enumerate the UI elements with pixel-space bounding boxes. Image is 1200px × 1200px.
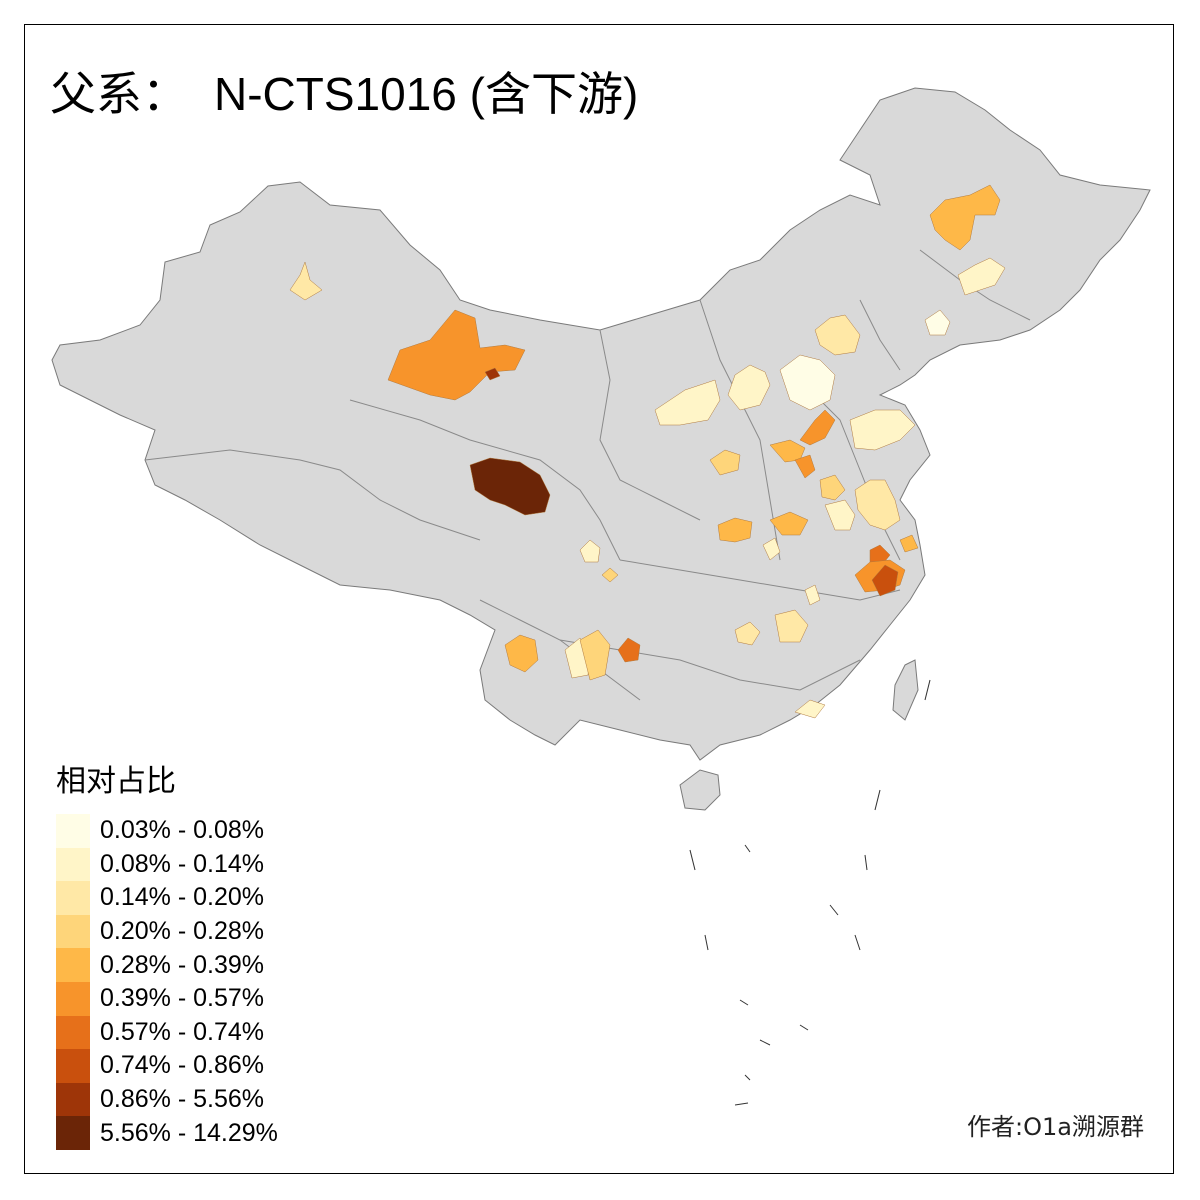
region-gansu-dark	[484, 367, 501, 381]
region-hunan	[734, 621, 761, 646]
region-sichuan-east	[601, 567, 619, 583]
data-regions	[289, 184, 1006, 719]
legend-item: 5.56% - 14.29%	[56, 1116, 278, 1150]
region-qinghai	[469, 457, 551, 516]
region-yunnan-e	[579, 629, 611, 681]
region-jiangxi	[774, 609, 809, 643]
region-liaoning	[924, 309, 951, 336]
south-sea-islands	[689, 679, 931, 1106]
legend-item: 0.39% - 0.57%	[56, 981, 278, 1016]
legend-item: 0.20% - 0.28%	[56, 914, 278, 949]
legend: 相对占比 0.03% - 0.08% 0.08% - 0.14% 0.14% - 0…	[56, 756, 278, 1150]
region-henan-north	[769, 439, 806, 463]
region-jilin	[957, 257, 1006, 296]
region-yunnan-w	[504, 634, 539, 673]
legend-label: 0.14% - 0.20%	[100, 883, 264, 912]
legend-label: 0.57% - 0.74%	[100, 1017, 264, 1046]
legend-label: 0.28% - 0.39%	[100, 950, 264, 979]
legend-label: 0.03% - 0.08%	[100, 816, 264, 845]
province-borders	[144, 249, 1031, 701]
region-hebei	[779, 354, 836, 411]
region-gansu-east	[654, 379, 721, 426]
legend-swatch	[56, 847, 90, 882]
legend-title: 相对占比	[56, 764, 176, 799]
region-beijing-area	[814, 314, 861, 356]
legend-rows: 0.03% - 0.08% 0.08% - 0.14% 0.14% - 0.20% 0…	[56, 814, 278, 1150]
legend-item: 0.57% - 0.74%	[56, 1015, 278, 1050]
region-henan-mid	[794, 454, 816, 479]
region-shaanxi	[709, 449, 741, 476]
title-label: N-CTS1016 (含下游)	[214, 68, 639, 120]
legend-swatch	[56, 1015, 90, 1050]
legend-swatch	[56, 948, 90, 982]
region-zhejiang-n	[869, 544, 891, 566]
region-xinjiang-nw	[289, 261, 323, 301]
region-heilongjiang	[929, 184, 1001, 251]
region-shanghai	[899, 534, 919, 553]
china-landmass	[51, 87, 1151, 761]
legend-swatch	[56, 1116, 90, 1150]
region-hubei-mid	[769, 511, 809, 536]
region-inner-mongolia	[727, 364, 771, 411]
legend-label: 0.08% - 0.14%	[100, 849, 264, 878]
legend-item: 0.03% - 0.08%	[56, 814, 278, 848]
region-zhejiang-c	[871, 564, 899, 597]
legend-item: 0.08% - 0.14%	[56, 847, 278, 882]
legend-swatch	[56, 981, 90, 1016]
region-shandong	[849, 409, 916, 451]
title-prefix: 父系：	[50, 67, 188, 121]
legend-swatch	[56, 814, 90, 848]
region-fujian-s	[794, 699, 826, 719]
region-anhui	[824, 499, 856, 531]
legend-label: 0.74% - 0.86%	[100, 1051, 264, 1080]
region-hubei-small	[762, 537, 781, 561]
legend-swatch	[56, 1082, 90, 1117]
region-hubei-west	[717, 517, 753, 543]
region-xinjiang-east	[387, 309, 526, 401]
legend-label: 0.20% - 0.28%	[100, 917, 264, 946]
hainan-island	[679, 769, 721, 811]
region-jiangxi-n	[804, 584, 821, 606]
legend-swatch	[56, 1049, 90, 1083]
author-credit: 作者:O1a溯源群	[967, 1113, 1144, 1141]
region-guizhou	[617, 637, 641, 663]
region-sichuan-west	[579, 539, 601, 563]
legend-item: 0.86% - 5.56%	[56, 1082, 278, 1117]
legend-swatch	[56, 914, 90, 949]
legend-item: 0.14% - 0.20%	[56, 881, 278, 915]
legend-label: 0.86% - 5.56%	[100, 1085, 264, 1114]
region-shanxi	[799, 409, 836, 446]
legend-item: 0.28% - 0.39%	[56, 948, 278, 982]
region-jiangsu	[854, 479, 901, 531]
map-title: 父系： N-CTS1016 (含下游)	[50, 58, 638, 124]
legend-label: 0.39% - 0.57%	[100, 984, 264, 1013]
taiwan-island	[892, 659, 919, 721]
region-anhui-north	[819, 474, 846, 501]
legend-swatch	[56, 881, 90, 915]
legend-item: 0.74% - 0.86%	[56, 1049, 278, 1083]
legend-label: 5.56% - 14.29%	[100, 1118, 278, 1147]
